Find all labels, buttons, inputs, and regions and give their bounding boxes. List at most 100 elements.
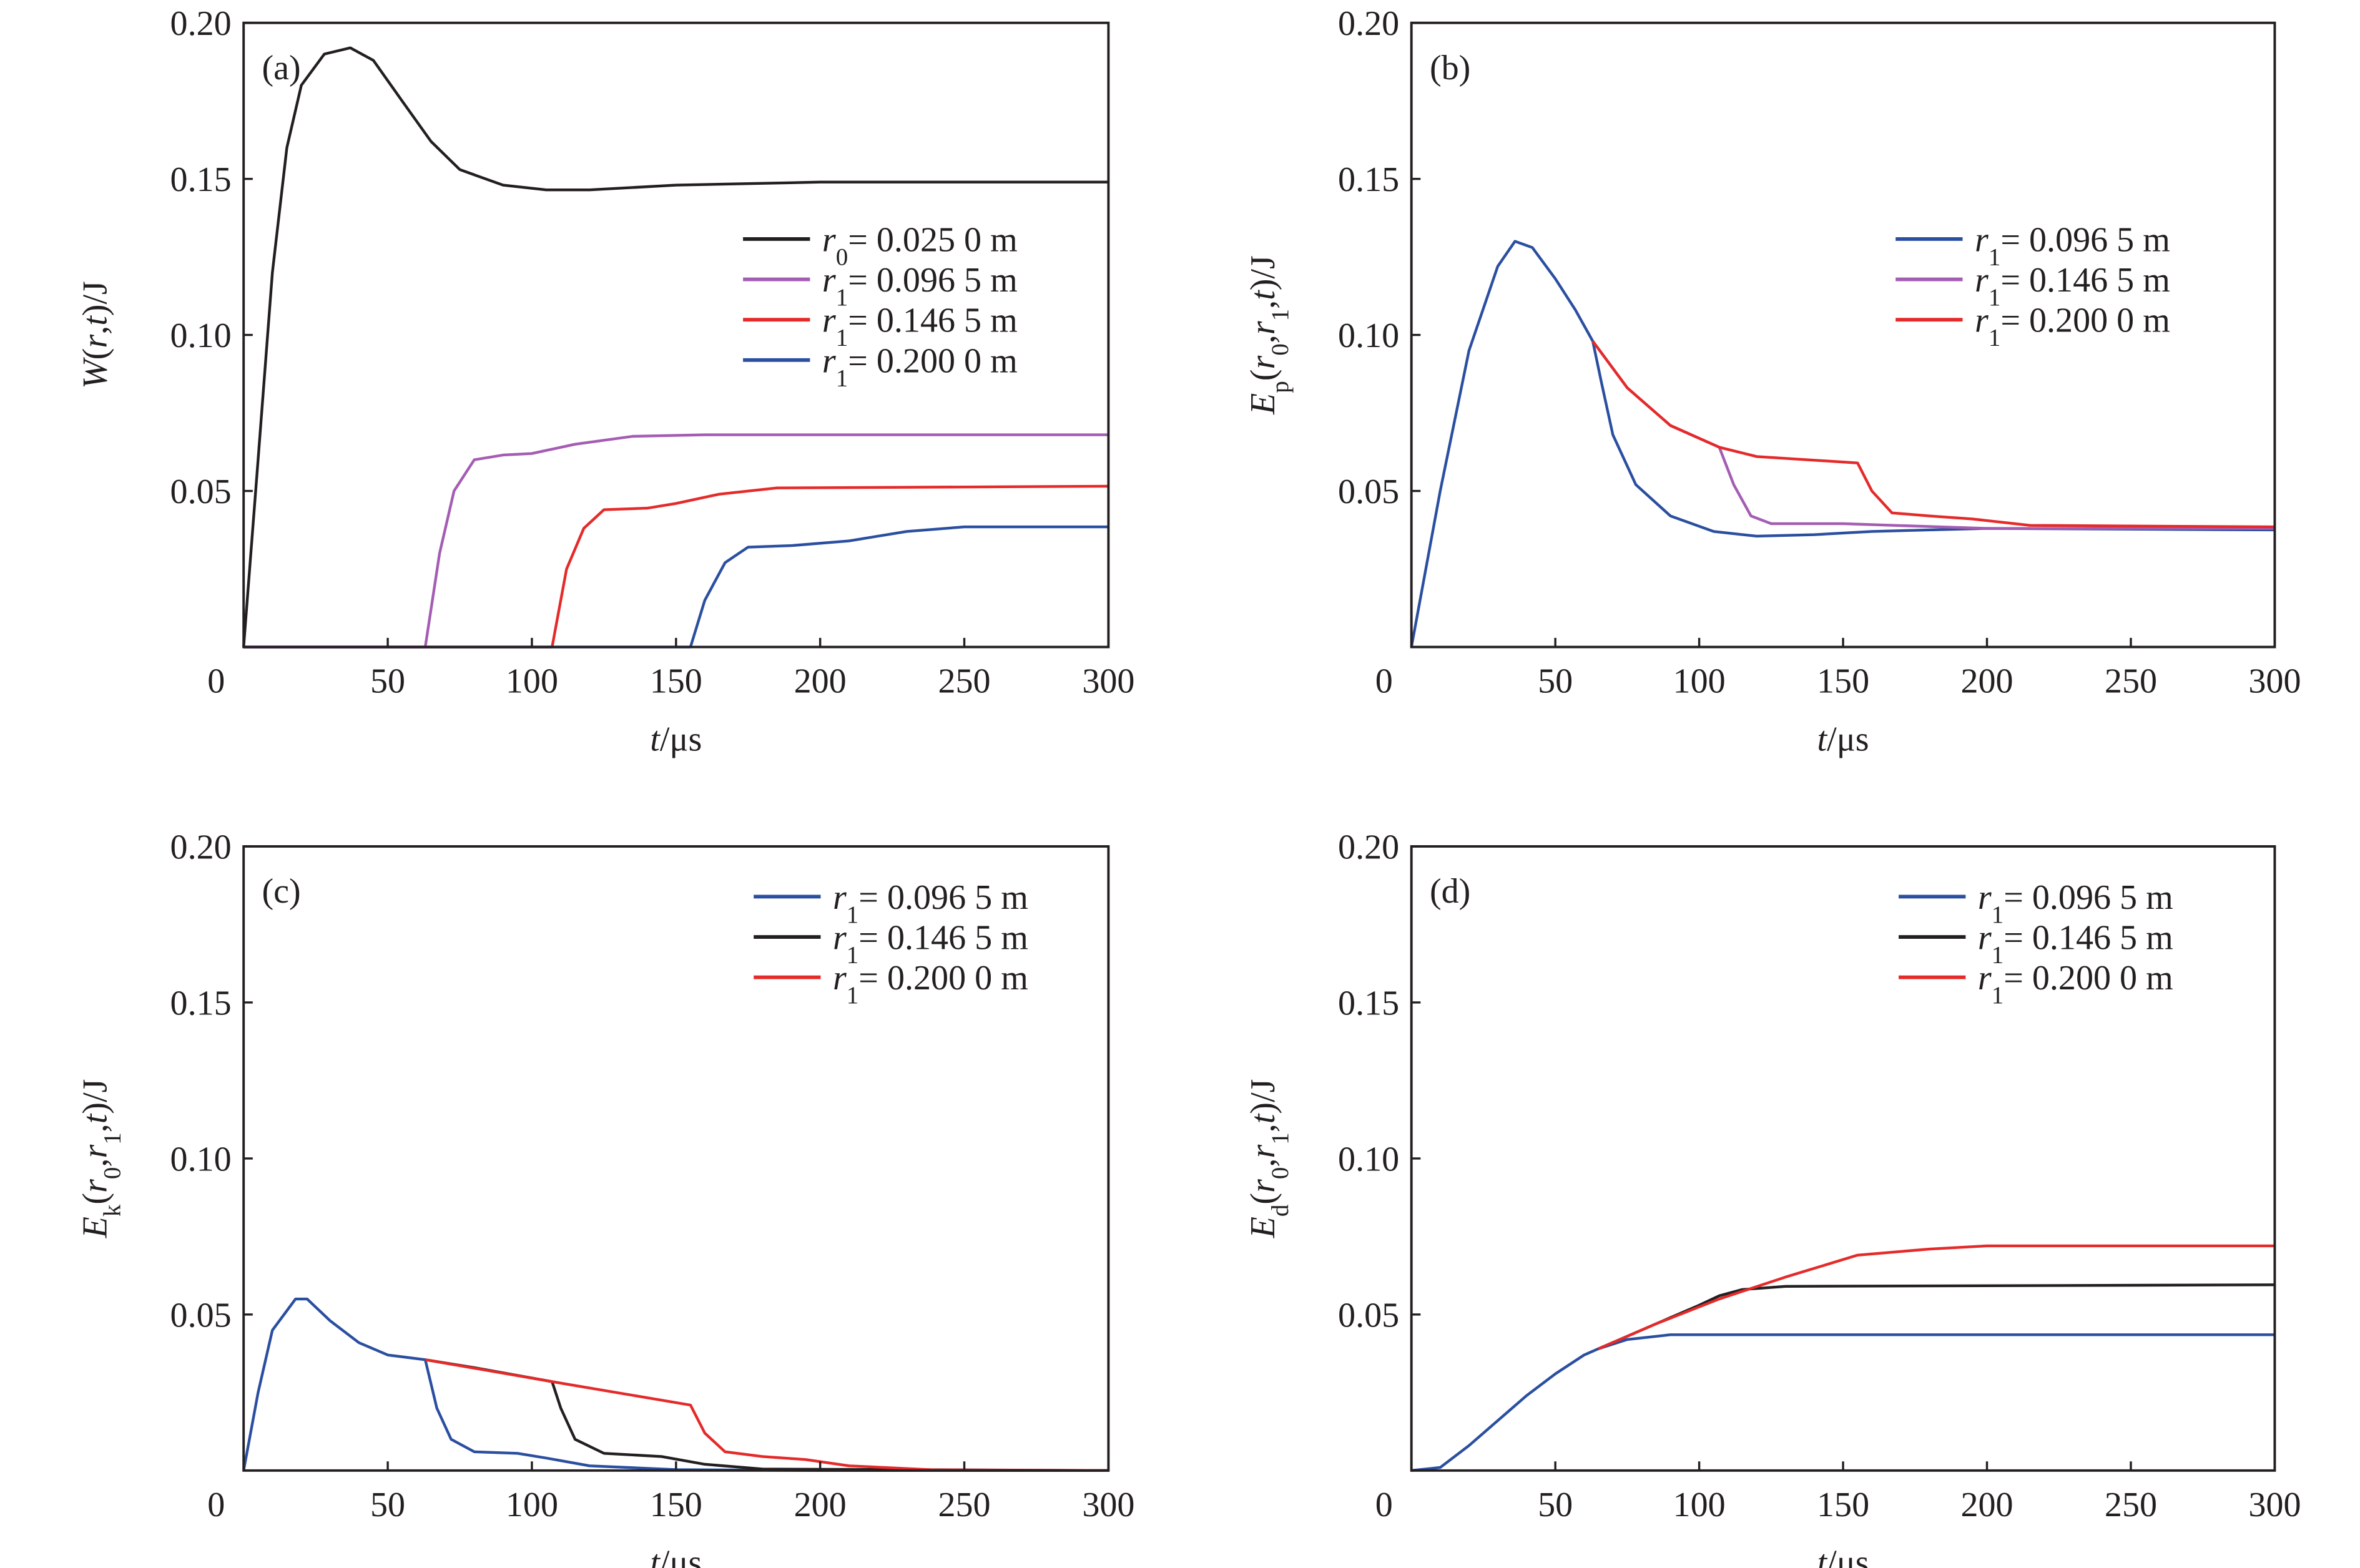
- label-part: = 0.200 0 m: [858, 959, 1028, 997]
- label-part: 1: [1992, 982, 2004, 1009]
- x-tick-label: 150: [1817, 662, 1869, 701]
- label-part: r: [1975, 220, 1989, 259]
- label-part: 1: [1992, 941, 2004, 968]
- legend: r1= 0.096 5 mr1= 0.146 5 mr1= 0.200 0 m: [754, 878, 1028, 1009]
- label-part: r: [1975, 261, 1989, 300]
- y-tick-label: 0.05: [1338, 473, 1399, 511]
- panel-label: (a): [262, 49, 300, 87]
- x-tick-label: 0: [207, 662, 225, 701]
- label-part: t: [1244, 1113, 1282, 1124]
- chart-panel-c: 0 50 100 150 200 250 300 0.05 0.10 0.15 0.20 t/μs Ek…: [76, 828, 1135, 1568]
- label-part: 1: [99, 1132, 125, 1145]
- legend-entry-0: r0= 0.025 0 m: [822, 220, 1018, 270]
- label-part: t: [76, 315, 115, 326]
- label-part: )/J: [1244, 1079, 1282, 1114]
- label-part: ,: [76, 326, 115, 335]
- x-tick-label: 0: [207, 1486, 225, 1524]
- y-tick-label: 0.10: [1338, 316, 1399, 355]
- y-axis-label: Ed(r0,r1,t)/J: [1244, 1079, 1294, 1238]
- label-part: r: [822, 301, 836, 340]
- y-tick-label: 0.05: [170, 1296, 232, 1335]
- label-part: 0: [836, 243, 848, 270]
- label-part: r: [833, 919, 847, 958]
- label-part: 1: [1992, 901, 2004, 928]
- label-part: = 0.146 5 m: [2004, 919, 2173, 958]
- y-tick-label: 0.10: [1338, 1140, 1399, 1178]
- x-tick-label: 250: [2105, 662, 2157, 701]
- label-part: = 0.200 0 m: [848, 341, 1018, 380]
- y-tick-label: 0.20: [1338, 4, 1399, 43]
- x-axis-label: t/μs: [1817, 720, 1869, 758]
- x-tick-label: 250: [938, 1486, 990, 1524]
- series-line-2: [243, 484, 1109, 649]
- label-part: = 0.146 5 m: [858, 919, 1028, 958]
- y-tick-label: 0.20: [170, 828, 232, 866]
- x-tick-label: 50: [1538, 662, 1573, 701]
- label-part: /μs: [660, 720, 702, 758]
- x-axis-label: t/μs: [1817, 1544, 1869, 1568]
- label-part: r: [1978, 919, 1992, 958]
- legend-entry-2: r1= 0.146 5 m: [822, 301, 1018, 351]
- chart-panel-a: 0 50 100 150 200 250 3000.050.100.150.20t/μsW(…: [76, 4, 1135, 758]
- label-part: /μs: [1827, 1544, 1869, 1568]
- x-tick-label: 50: [370, 1486, 405, 1524]
- legend-entry-0: r1= 0.096 5 m: [1975, 220, 2170, 270]
- label-part: 1: [836, 284, 848, 311]
- legend-entry-1: r1= 0.146 5 m: [833, 919, 1028, 969]
- y-tick-label: 0.20: [170, 4, 232, 43]
- label-part: k: [99, 1204, 125, 1217]
- series-line-3: [243, 525, 1109, 649]
- x-tick-label: 300: [2248, 1486, 2301, 1524]
- legend-entry-3: r1= 0.200 0 m: [822, 341, 1018, 391]
- label-part: 1: [847, 982, 859, 1009]
- label-part: 1: [836, 324, 848, 351]
- series-line-2: [425, 1358, 1109, 1472]
- label-part: r: [1978, 959, 1992, 997]
- series-line-0: [1411, 1333, 2275, 1472]
- chart-panel-d: 0 50 100 150 200 250 300 0.05 0.10 0.15 0.20 t/μs Ed…: [1244, 828, 2301, 1568]
- x-tick-label: 200: [794, 662, 847, 701]
- series-line-1: [1591, 340, 2275, 530]
- label-part: ,: [76, 1159, 115, 1167]
- x-tick-label: 250: [938, 662, 990, 701]
- legend: r1= 0.096 5 mr1= 0.146 5 mr1= 0.200 0 m: [1899, 878, 2173, 1009]
- x-axis-label: t/μs: [650, 720, 702, 758]
- label-part: ,: [76, 1124, 115, 1132]
- legend: r0= 0.025 0 mr1= 0.096 5 mr1= 0.146 5 mr…: [743, 220, 1018, 391]
- label-part: 1: [847, 901, 859, 928]
- y-tick-label: 0.15: [170, 984, 232, 1022]
- panel-label: (c): [262, 872, 300, 911]
- label-part: W: [76, 357, 115, 389]
- label-part: 1: [836, 365, 848, 391]
- y-tick-label: 0.15: [1338, 984, 1399, 1022]
- x-tick-label: 200: [794, 1486, 847, 1524]
- legend-entry-2: r1= 0.200 0 m: [1975, 301, 2170, 351]
- legend-entry-1: r1= 0.096 5 m: [822, 261, 1018, 310]
- x-tick-label: 200: [1960, 662, 2013, 701]
- label-part: r: [76, 1145, 115, 1159]
- label-part: E: [76, 1217, 115, 1238]
- label-part: t: [76, 1113, 115, 1124]
- label-part: = 0.200 0 m: [2000, 301, 2170, 340]
- label-part: )/J: [76, 1079, 115, 1114]
- label-part: r: [833, 878, 847, 917]
- label-part: r: [833, 959, 847, 997]
- label-part: E: [1244, 1217, 1282, 1238]
- x-axis-label: t/μs: [650, 1544, 702, 1568]
- legend-entry-2: r1= 0.200 0 m: [1978, 959, 2173, 1008]
- panel-label: (d): [1430, 872, 1470, 911]
- label-part: (: [76, 1193, 115, 1205]
- x-tick-label: 100: [506, 662, 558, 701]
- y-axis-label: Ep(r0,r1,t)/J: [1244, 255, 1294, 415]
- label-part: t: [650, 720, 661, 758]
- legend-entry-1: r1= 0.146 5 m: [1978, 919, 2173, 969]
- label-part: d: [1267, 1204, 1294, 1217]
- label-part: r: [1978, 878, 1992, 917]
- y-tick-label: 0.15: [170, 160, 232, 199]
- series-line-1: [243, 433, 1109, 649]
- series-line-0: [242, 46, 1109, 647]
- x-tick-label: 0: [1375, 1486, 1393, 1524]
- x-tick-label: 50: [370, 662, 405, 701]
- x-tick-label: 250: [2105, 1486, 2157, 1524]
- label-part: r: [76, 335, 115, 348]
